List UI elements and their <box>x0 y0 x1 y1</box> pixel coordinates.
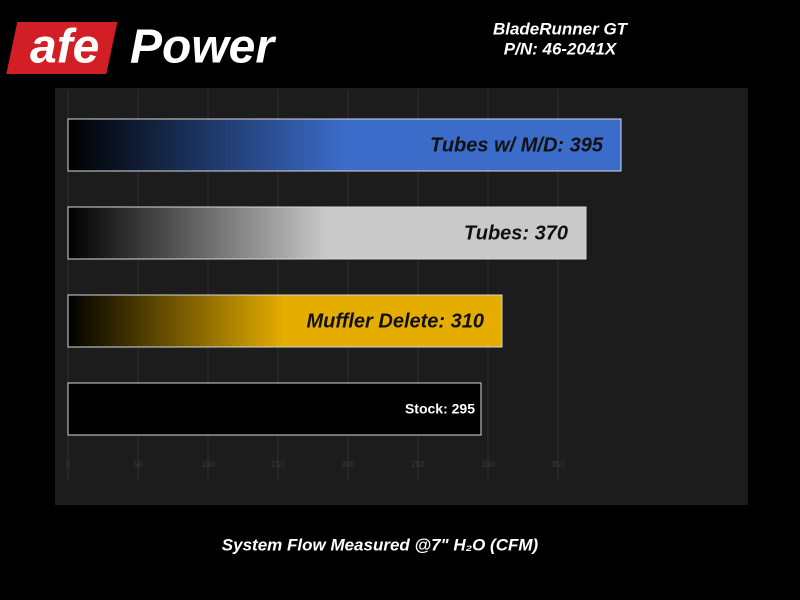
bar <box>67 206 587 260</box>
x-tick-label: 100 <box>201 460 215 469</box>
logo-box <box>6 22 118 74</box>
x-tick-label: 50 <box>134 460 143 469</box>
chart-subtitle: P/N: 46-2041X <box>504 39 618 58</box>
bar <box>67 118 622 172</box>
data-label: Muffler Delete: 310 <box>307 310 484 332</box>
bar <box>67 294 503 348</box>
x-tick-label: 150 <box>271 460 285 469</box>
logo-prefix: afe <box>30 21 99 74</box>
logo-suffix: Power <box>130 21 276 74</box>
x-tick-label: 200 <box>341 460 355 469</box>
chart-title: BladeRunner GT <box>493 19 629 38</box>
x-tick-label: 300 <box>481 460 495 469</box>
x-tick-label: 350 <box>551 460 565 469</box>
x-tick-label: 0 <box>66 460 71 469</box>
data-label: Tubes: 370 <box>464 222 568 244</box>
x-tick-label: 250 <box>411 460 425 469</box>
bar <box>67 382 482 436</box>
data-label: Stock: 295 <box>405 401 475 417</box>
data-label: Tubes w/ M/D: 395 <box>430 134 604 156</box>
x-axis-label: System Flow Measured @7" H₂O (CFM) <box>222 535 539 554</box>
